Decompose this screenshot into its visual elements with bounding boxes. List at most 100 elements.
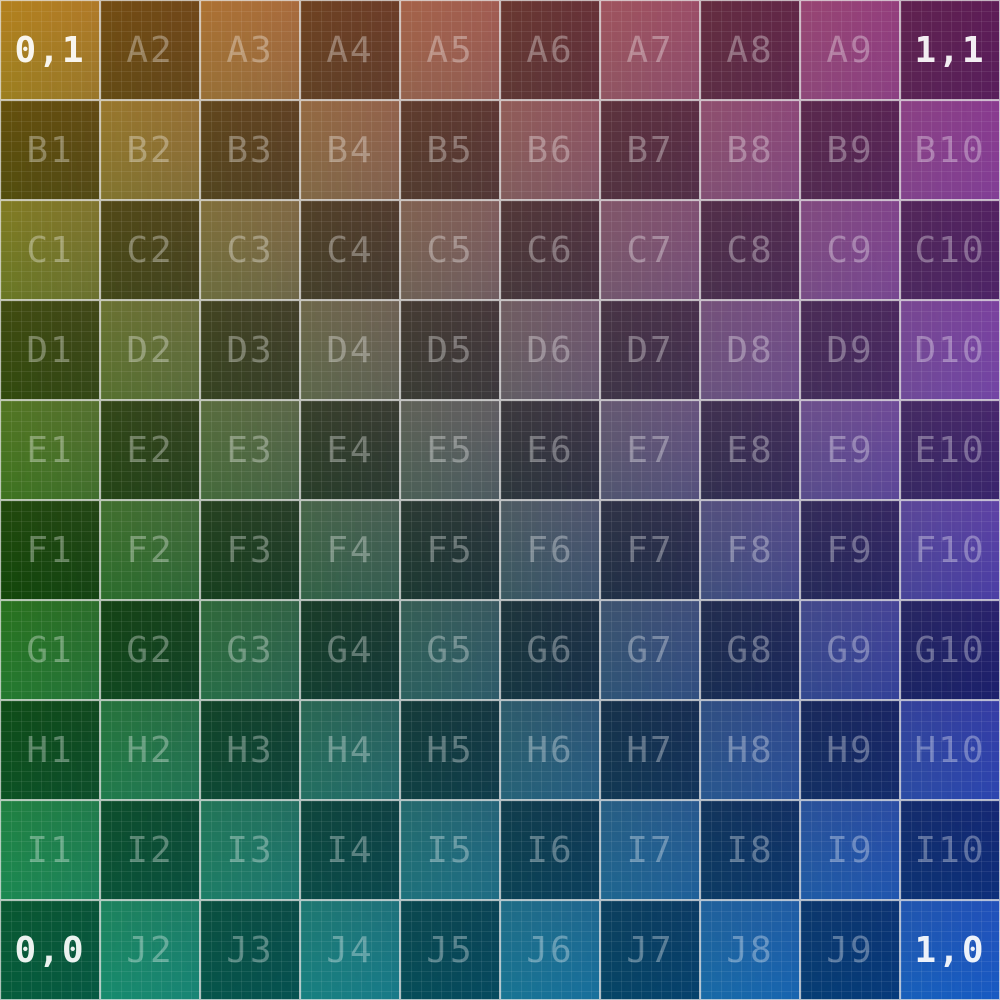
cell-label: D10 [914,329,986,371]
grid-cell: G4 [300,600,400,700]
grid-cell: I2 [100,800,200,900]
grid-cell: G7 [600,600,700,700]
grid-cell: F7 [600,500,700,600]
grid-cell: H2 [100,700,200,800]
grid-cell: C7 [600,200,700,300]
cell-label: F2 [126,529,174,571]
grid-cell: G1 [0,600,100,700]
grid-cell: C5 [400,200,500,300]
grid-cell: C10 [900,200,1000,300]
cell-label: A6 [526,29,574,71]
grid-cell: D2 [100,300,200,400]
cell-label: J5 [426,929,474,971]
cell-label: F3 [226,529,274,571]
grid-cell: F8 [700,500,800,600]
grid-cell: B4 [300,100,400,200]
grid-cell: E2 [100,400,200,500]
cell-label: G1 [26,629,74,671]
grid-cell: B3 [200,100,300,200]
cell-label: I2 [126,829,174,871]
grid-cell: G5 [400,600,500,700]
grid-cell: E4 [300,400,400,500]
grid-cell: A8 [700,0,800,100]
grid-cell: I9 [800,800,900,900]
cell-label: D8 [726,329,774,371]
grid-cell: D10 [900,300,1000,400]
cell-label: J6 [526,929,574,971]
grid-cell: D3 [200,300,300,400]
grid-cell: F9 [800,500,900,600]
cell-label: F7 [626,529,674,571]
grid-cell: E7 [600,400,700,500]
grid-cell: D8 [700,300,800,400]
grid-cell: C4 [300,200,400,300]
cell-label: C7 [626,229,674,271]
grid-cell: A6 [500,0,600,100]
cell-label: H5 [426,729,474,771]
grid-cell: B9 [800,100,900,200]
cell-label: J2 [126,929,174,971]
cell-label: E1 [26,429,74,471]
grid-cell: B10 [900,100,1000,200]
grid-cell: A7 [600,0,700,100]
grid-cell: C2 [100,200,200,300]
grid-cell: H5 [400,700,500,800]
cell-label: E7 [626,429,674,471]
grid-cell: B5 [400,100,500,200]
cell-label: H7 [626,729,674,771]
cell-label: D4 [326,329,374,371]
grid-cell: E9 [800,400,900,500]
grid-cell: C3 [200,200,300,300]
cell-label: D3 [226,329,274,371]
grid-cell: A4 [300,0,400,100]
cell-label: D9 [826,329,874,371]
cell-label: I3 [226,829,274,871]
cell-label: G3 [226,629,274,671]
grid-cell: G8 [700,600,800,700]
cell-label: H3 [226,729,274,771]
grid-cell: D5 [400,300,500,400]
grid-cell: I7 [600,800,700,900]
cell-label: F8 [726,529,774,571]
grid-cell: B2 [100,100,200,200]
cell-label: G2 [126,629,174,671]
grid-cell: F2 [100,500,200,600]
grid-cell: E6 [500,400,600,500]
grid-cell: G9 [800,600,900,700]
grid-cell: D1 [0,300,100,400]
cell-label: A8 [726,29,774,71]
cell-label: I10 [914,829,986,871]
grid-cell: E8 [700,400,800,500]
grid-cell: B6 [500,100,600,200]
grid-cell: G3 [200,600,300,700]
cell-label: F4 [326,529,374,571]
cell-label: E8 [726,429,774,471]
grid-cell: F5 [400,500,500,600]
cell-label: C2 [126,229,174,271]
corner-coordinate-label: 1,1 [914,29,986,71]
cell-label: H1 [26,729,74,771]
cell-label: D2 [126,329,174,371]
grid-cell: H9 [800,700,900,800]
grid-cell: G6 [500,600,600,700]
grid-cell: A3 [200,0,300,100]
cell-label: I5 [426,829,474,871]
grid-cell: B8 [700,100,800,200]
grid-cell: C1 [0,200,100,300]
grid-cell: J2 [100,900,200,1000]
cell-label: G5 [426,629,474,671]
grid-cell: H7 [600,700,700,800]
cell-label: E5 [426,429,474,471]
grid-cell: A9 [800,0,900,100]
corner-cell: 1,1 [900,0,1000,100]
grid-cell: H10 [900,700,1000,800]
cell-label: C8 [726,229,774,271]
cell-label: B1 [26,129,74,171]
grid-cell: G10 [900,600,1000,700]
grid-cell: J8 [700,900,800,1000]
cell-label: I4 [326,829,374,871]
grid-cell: F6 [500,500,600,600]
cell-label: C9 [826,229,874,271]
grid-cell: A5 [400,0,500,100]
